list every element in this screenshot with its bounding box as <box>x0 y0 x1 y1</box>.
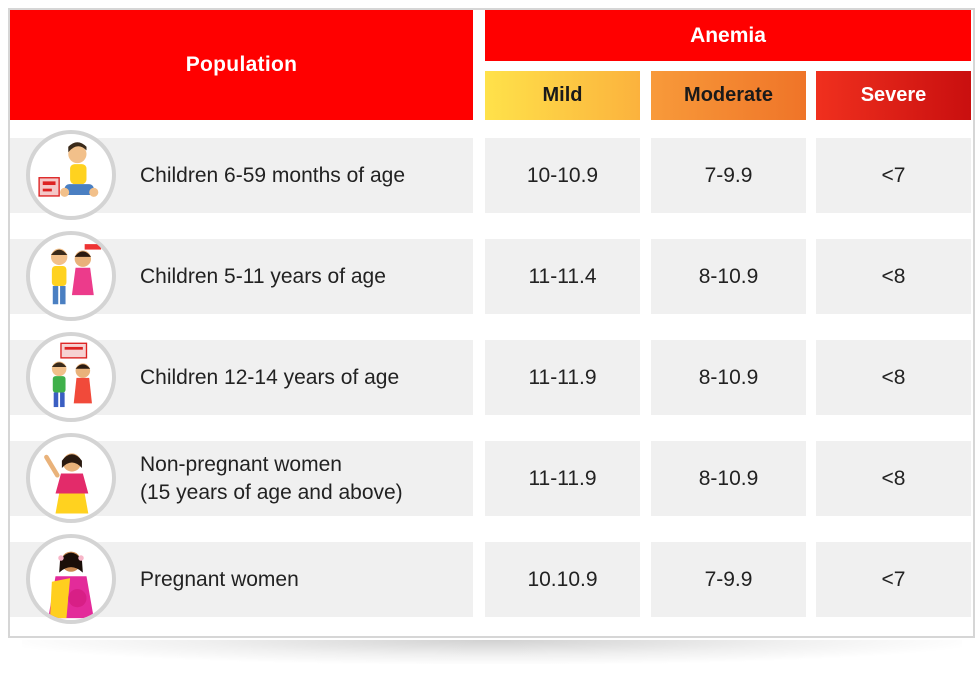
population-label-group: Non-pregnant women (15 years of age and … <box>140 451 403 507</box>
severe-header: Severe <box>816 71 971 120</box>
population-label: Children 12-14 years of age <box>140 365 400 389</box>
mild-header: Mild <box>485 71 640 120</box>
severe-value: <8 <box>816 239 971 314</box>
card-shadow <box>22 640 962 664</box>
severe-value: <7 <box>816 542 971 617</box>
moderate-value: 8-10.9 <box>651 441 806 516</box>
population-label: Children 6-59 months of age <box>140 163 405 187</box>
population-label: Non-pregnant women <box>140 452 342 476</box>
children-playing-icon <box>26 231 116 321</box>
mild-value: 10-10.9 <box>485 138 640 213</box>
severe-value: <8 <box>816 340 971 415</box>
anemia-header: Anemia <box>485 10 971 61</box>
moderate-value: 8-10.9 <box>651 340 806 415</box>
moderate-value: 7-9.9 <box>651 542 806 617</box>
moderate-value: 8-10.9 <box>651 239 806 314</box>
mild-value: 11-11.4 <box>485 239 640 314</box>
toddler-icon <box>26 130 116 220</box>
woman-icon <box>26 433 116 523</box>
moderate-value: 7-9.9 <box>651 138 806 213</box>
mild-value: 11-11.9 <box>485 441 640 516</box>
moderate-header: Moderate <box>651 71 806 120</box>
teenagers-icon <box>26 332 116 422</box>
population-label: Pregnant women <box>140 567 299 591</box>
population-label-detail: (15 years of age and above) <box>140 480 403 504</box>
population-header: Population <box>10 10 473 120</box>
mild-value: 10.10.9 <box>485 542 640 617</box>
mild-value: 11-11.9 <box>485 340 640 415</box>
population-label: Children 5-11 years of age <box>140 264 386 288</box>
pregnant-woman-icon <box>26 534 116 624</box>
severe-value: <8 <box>816 441 971 516</box>
severe-value: <7 <box>816 138 971 213</box>
